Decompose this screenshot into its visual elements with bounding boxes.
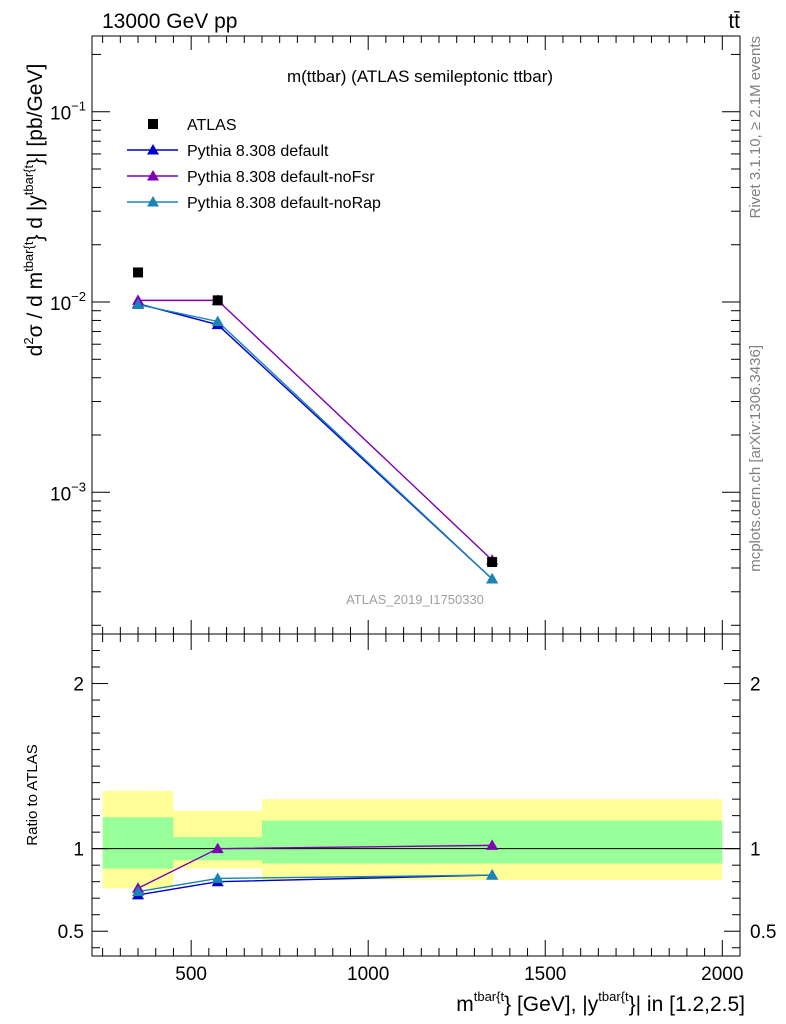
main-point-s2-0 (132, 298, 145, 310)
main-y-tick-label-base: 10 (50, 104, 71, 125)
ratio-frame (91, 633, 741, 957)
legend-label-0: Pythia 8.308 default (187, 143, 329, 160)
x-ticks: 500 1000 1500 2000 (102, 634, 743, 985)
main-y-tick-label-1: 10−2 (50, 289, 86, 315)
x-tick-label-1: 1000 (347, 964, 389, 985)
main-y-tick-label-base: 10 (50, 484, 71, 505)
x-tick-label-3: 2000 (701, 964, 743, 985)
main-series-line-1 (138, 299, 493, 561)
ratio-point-s1-1 (211, 842, 224, 854)
main-point-s2-2 (486, 573, 499, 584)
ratio-y-tick-label-right-0: 0.5 (750, 922, 776, 943)
ratio-point-s1-2 (486, 839, 499, 850)
main-y-axis-label: d2σ / d mtbar{t} d |ytbar{t}| [pb/GeV] (21, 64, 47, 357)
ratio-y-tick-label-right-1: 1 (750, 840, 761, 861)
ratio-y-tick-label-left-2: 2 (73, 675, 84, 696)
main-series-lines (137, 299, 493, 580)
atlas-point-0 (133, 267, 144, 278)
ratio-y-tick-label-left-0: 0.5 (58, 922, 84, 943)
main-y-tick-label-exp: −2 (71, 289, 86, 304)
legend-marker-1 (147, 170, 159, 181)
ratio-bands (92, 790, 740, 889)
main-y-tick-label-0: 10−1 (50, 99, 86, 125)
ratio-y-ticks: 0.5 0.5 1 1 2 2 (58, 650, 776, 949)
legend-marker-atlas (148, 119, 158, 129)
header-right: tt̄ (728, 10, 740, 33)
main-y-ticks: 10−110−210−3 (50, 53, 740, 626)
ratio-point-s2-2 (486, 869, 499, 880)
legend-label-2: Pythia 8.308 default-noRap (187, 195, 381, 212)
main-point-s2-1 (211, 315, 224, 326)
ratio-markers (132, 839, 499, 900)
main-series-line-2 (137, 303, 493, 580)
ratio-frame-box (91, 633, 741, 957)
ratio-point-s2-0 (132, 885, 145, 897)
main-markers (132, 267, 499, 584)
main-y-tick-label-base: 10 (50, 294, 71, 315)
analysis-watermark: ATLAS_2019_I1750330 (346, 592, 484, 607)
ratio-y-axis-label: Ratio to ATLAS (24, 744, 41, 845)
legend-label-atlas: ATLAS (187, 117, 237, 134)
atlas-point-1 (212, 295, 223, 306)
ratio-y-tick-label-right-2: 2 (750, 675, 761, 696)
ratio-point-s2-1 (211, 872, 224, 883)
legend: ATLAS Pythia 8.308 default Pythia 8.308 de… (127, 117, 381, 212)
plot-title: m(ttbar) (ATLAS semileptonic ttbar) (287, 67, 553, 86)
mcplots-label: mcplots.cern.ch [arXiv:1306.3436] (747, 345, 764, 572)
legend-marker-2 (147, 196, 159, 207)
ratio-band-inner-0 (102, 817, 174, 869)
rivet-label: Rivet 3.1.10, ≥ 2.1M events (747, 36, 764, 219)
x-axis-label: mtbar{t} [GeV], |ytbar{t}| in [1.2,2.5] (456, 989, 745, 1016)
main-series-line-0 (137, 302, 493, 580)
x-tick-label-0: 500 (175, 964, 207, 985)
header-left: 13000 GeV pp (102, 10, 237, 33)
main-y-tick-label-exp: −1 (71, 99, 86, 114)
x-tick-label-2: 1500 (524, 964, 566, 985)
ratio-y-tick-label-left-1: 1 (73, 840, 84, 861)
legend-marker-0 (147, 144, 159, 155)
legend-label-1: Pythia 8.308 default-noFsr (187, 169, 375, 186)
main-y-tick-label-exp: −3 (71, 479, 86, 494)
atlas-point-2 (487, 557, 498, 568)
main-y-tick-label-2: 10−3 (50, 479, 86, 505)
